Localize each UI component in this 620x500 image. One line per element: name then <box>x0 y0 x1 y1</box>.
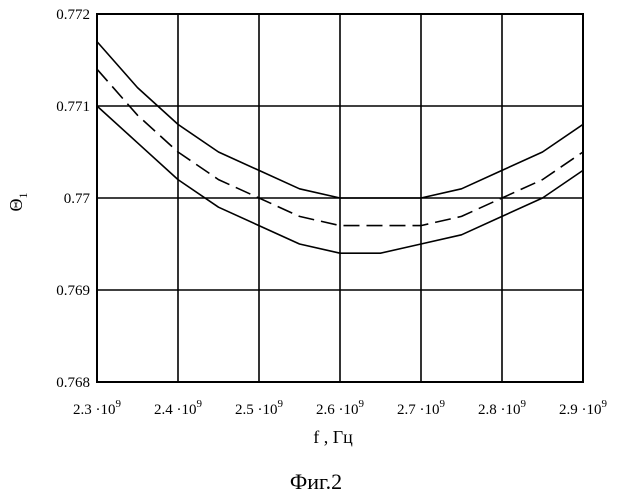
y-axis-label-sub: 1 <box>16 193 30 199</box>
y-tick-label: 0.77 <box>64 191 91 207</box>
y-tick-label: 0.772 <box>56 7 90 23</box>
x-tick-mantissa: 2.6 ·10 <box>316 402 359 418</box>
y-axis-label-main: Θ <box>6 199 26 212</box>
y-tick-label: 0.769 <box>56 283 90 299</box>
x-tick-exponent: 9 <box>359 398 365 410</box>
x-tick-label: 2.3 ·109 <box>73 398 122 418</box>
x-axis-label: f , Гц <box>313 427 353 447</box>
x-tick-mantissa: 2.7 ·10 <box>397 402 440 418</box>
x-tick-label: 2.9 ·109 <box>559 398 608 418</box>
x-tick-mantissa: 2.8 ·10 <box>478 402 521 418</box>
x-tick-label: 2.8 ·109 <box>478 398 527 418</box>
x-tick-exponent: 9 <box>278 398 284 410</box>
x-tick-label: 2.4 ·109 <box>154 398 203 418</box>
x-tick-exponent: 9 <box>197 398 203 410</box>
figure-caption: Фиг.2 <box>290 469 342 494</box>
x-tick-label: 2.7 ·109 <box>397 398 446 418</box>
y-tick-labels: 0.768 0.769 0.77 0.771 0.772 <box>56 7 90 391</box>
y-tick-label: 0.771 <box>56 99 90 115</box>
x-tick-mantissa: 2.4 ·10 <box>154 402 197 418</box>
x-tick-exponent: 9 <box>440 398 446 410</box>
x-tick-label: 2.6 ·109 <box>316 398 365 418</box>
x-tick-label: 2.5 ·109 <box>235 398 284 418</box>
x-tick-mantissa: 2.5 ·10 <box>235 402 278 418</box>
x-tick-labels: 2.3 ·1092.4 ·1092.5 ·1092.6 ·1092.7 ·109… <box>73 398 608 418</box>
x-tick-mantissa: 2.9 ·10 <box>559 402 602 418</box>
x-tick-exponent: 9 <box>602 398 608 410</box>
x-tick-exponent: 9 <box>521 398 527 410</box>
x-tick-exponent: 9 <box>116 398 122 410</box>
y-tick-label: 0.768 <box>56 375 90 391</box>
x-tick-mantissa: 2.3 ·10 <box>73 402 116 418</box>
y-axis-label: Θ1 <box>6 193 30 212</box>
